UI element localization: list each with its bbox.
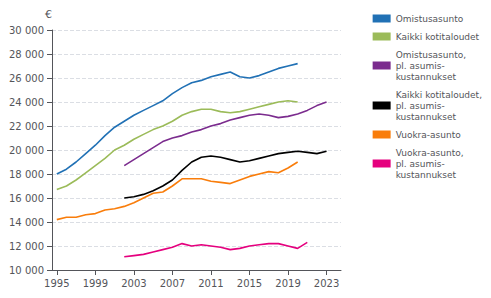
svg-text:2007: 2007: [160, 278, 185, 289]
svg-text:kustannukset: kustannukset: [396, 170, 457, 180]
svg-text:Vuokra-asunto,: Vuokra-asunto,: [396, 148, 464, 158]
svg-text:10 000: 10 000: [9, 265, 44, 276]
svg-text:Omistusasunto,: Omistusasunto,: [396, 50, 466, 60]
svg-text:1999: 1999: [83, 278, 108, 289]
svg-text:2019: 2019: [275, 278, 300, 289]
svg-text:30 000: 30 000: [9, 25, 44, 36]
svg-text:pl. asumis-: pl. asumis-: [396, 61, 445, 71]
svg-text:2003: 2003: [121, 278, 146, 289]
svg-text:Kaikki kotitaloudet,: Kaikki kotitaloudet,: [396, 90, 482, 100]
svg-text:28 000: 28 000: [9, 49, 44, 60]
svg-text:24 000: 24 000: [9, 97, 44, 108]
svg-text:2015: 2015: [237, 278, 262, 289]
svg-text:14 000: 14 000: [9, 217, 44, 228]
svg-text:Vuokra-asunto: Vuokra-asunto: [396, 130, 462, 140]
svg-text:Omistusasunto: Omistusasunto: [396, 14, 464, 24]
svg-text:pl. asumis-: pl. asumis-: [396, 159, 445, 169]
svg-text:26 000: 26 000: [9, 73, 44, 84]
svg-text:20 000: 20 000: [9, 145, 44, 156]
svg-text:16 000: 16 000: [9, 193, 44, 204]
svg-text:€: €: [45, 8, 52, 21]
svg-text:pl. asumis-: pl. asumis-: [396, 101, 445, 111]
svg-text:22 000: 22 000: [9, 121, 44, 132]
svg-text:Kaikki kotitaloudet: Kaikki kotitaloudet: [396, 32, 480, 42]
svg-text:12 000: 12 000: [9, 241, 44, 252]
svg-text:2011: 2011: [198, 278, 223, 289]
svg-text:kustannukset: kustannukset: [396, 72, 457, 82]
svg-text:2023: 2023: [314, 278, 339, 289]
svg-text:18 000: 18 000: [9, 169, 44, 180]
svg-text:kustannukset: kustannukset: [396, 112, 457, 122]
svg-text:1995: 1995: [44, 278, 69, 289]
